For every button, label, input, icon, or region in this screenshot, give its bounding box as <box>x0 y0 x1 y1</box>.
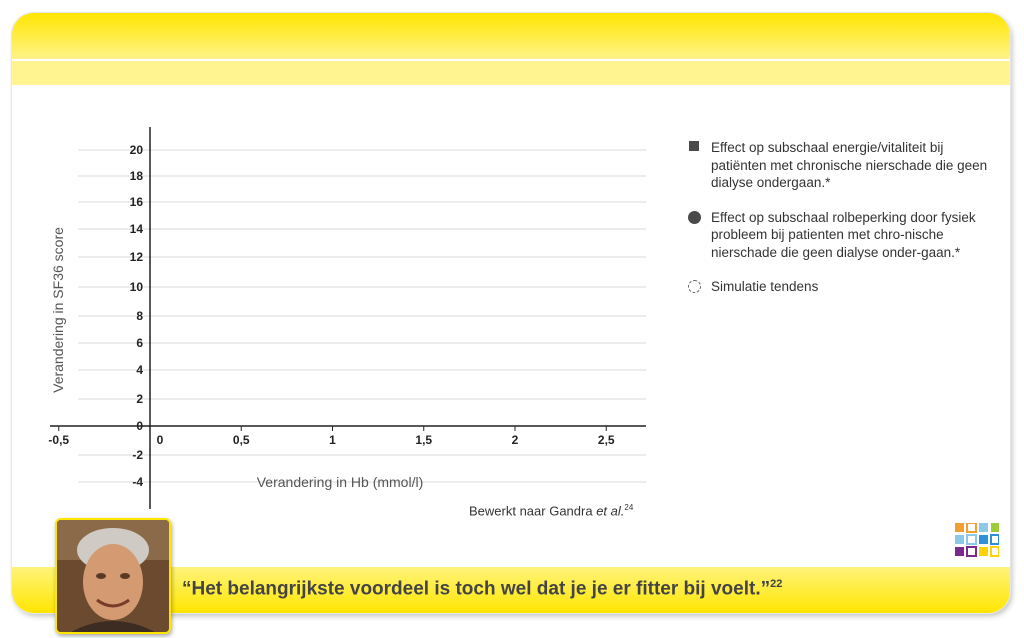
portrait-photo <box>55 518 171 634</box>
y-tick-label: 18 <box>130 169 144 183</box>
square-marker-icon <box>689 141 699 151</box>
y-tick-label: 12 <box>130 250 144 264</box>
source-citation: Bewerkt naar Gandra et al.24 <box>469 503 634 519</box>
top-yellow-band <box>12 13 1010 59</box>
y-tick-label: 10 <box>130 280 144 294</box>
smiling-man-portrait-icon <box>57 520 169 632</box>
circle-marker-icon <box>688 210 701 224</box>
colored-squares-logo-icon <box>955 523 999 557</box>
x-tick-label: 0 <box>157 433 164 447</box>
legend-label: Simulatie tendens <box>711 279 819 294</box>
quote-text: “Het belangrijkste voordeel is toch wel … <box>182 578 783 600</box>
y-tick-label: 0 <box>136 419 143 433</box>
x-axis-title: Verandering in Hb (mmol/l) <box>257 474 424 490</box>
y-tick-label: -4 <box>132 475 143 489</box>
y-tick-label: 20 <box>130 143 144 157</box>
x-tick-label: -0,5 <box>48 433 69 447</box>
bottom-yellow-band <box>12 567 1010 613</box>
legend-item-simulation: Simulatie tendens <box>688 278 988 296</box>
chart-legend: Effect op subschaal energie/vitaliteit b… <box>688 139 988 313</box>
dashed-circle-marker-icon <box>688 280 701 293</box>
legend-item-role: Effect op subschaal rolbeperking door fy… <box>688 209 988 262</box>
legend-label: Effect op subschaal rolbeperking door fy… <box>711 209 976 260</box>
y-tick-label: 16 <box>130 195 144 209</box>
x-tick-label: 0,5 <box>233 433 250 447</box>
x-tick-label: 1,5 <box>415 433 432 447</box>
y-tick-label: 4 <box>136 363 143 377</box>
y-tick-label: 6 <box>136 336 143 350</box>
x-tick-label: 2 <box>512 433 519 447</box>
y-tick-label: 8 <box>136 309 143 323</box>
slide-frame <box>12 13 1010 613</box>
legend-item-energy: Effect op subschaal energie/vitaliteit b… <box>688 139 988 192</box>
y-tick-label: 14 <box>130 222 144 236</box>
y-axis-title: Verandering in SF36 score <box>50 227 66 393</box>
top-yellow-stripe <box>12 61 1010 85</box>
x-tick-label: 1 <box>329 433 336 447</box>
y-tick-label: -2 <box>132 448 143 462</box>
legend-label: Effect op subschaal energie/vitaliteit b… <box>711 140 988 190</box>
x-tick-label: 2,5 <box>598 433 615 447</box>
y-tick-label: 2 <box>136 392 143 406</box>
